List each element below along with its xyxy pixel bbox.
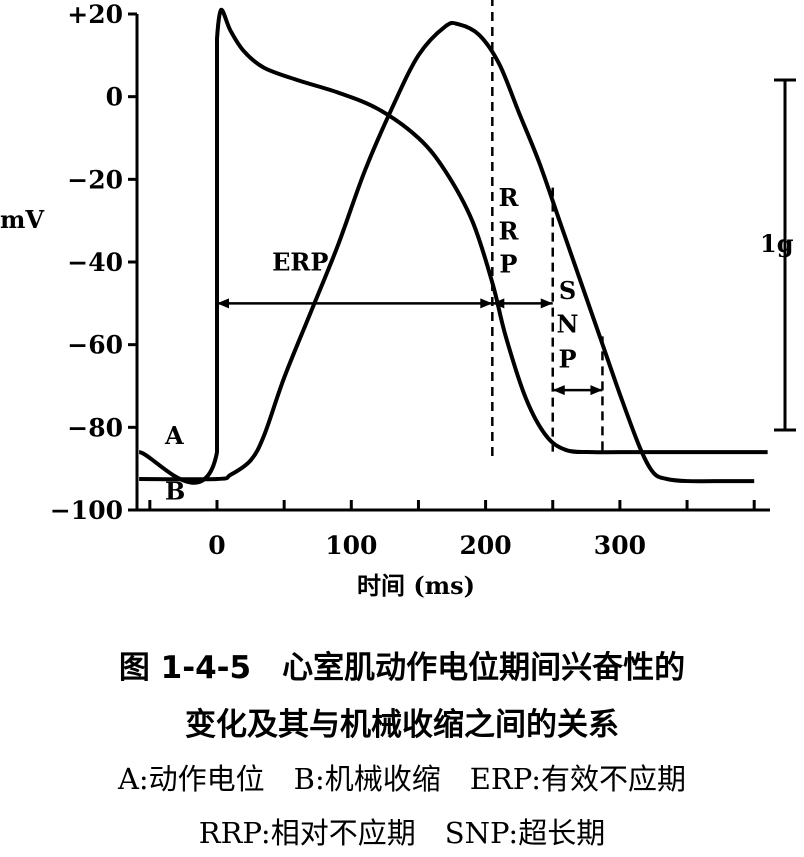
caption-title-line-2: 变化及其与机械收缩之间的关系 — [185, 707, 619, 743]
refractory-markers — [491, 0, 604, 457]
rrp-letter: R — [498, 216, 519, 245]
interval-arrow-head-right — [590, 385, 603, 396]
y-tick-label: −20 — [67, 165, 123, 194]
interval-arrow-erp — [217, 298, 493, 309]
x-tick-label: 300 — [594, 531, 646, 560]
interval-arrow-head-left — [217, 298, 229, 309]
y-tick-label: −100 — [50, 496, 123, 525]
y-ticks: +20 0 −20 −40 −60 −80 −100 — [50, 0, 137, 525]
x-ticks: 0 100 200 300 — [148, 499, 756, 560]
scale-bar-label: 1g — [760, 229, 794, 258]
y-tick-label: −40 — [67, 248, 123, 277]
snp-label: S N P — [557, 276, 579, 373]
y-tick-label: −80 — [67, 413, 123, 442]
rrp-letter: R — [498, 183, 519, 212]
interval-arrow-head-right — [540, 298, 553, 309]
interval-arrow-snp — [552, 385, 603, 396]
curve-a-label: A — [164, 421, 184, 450]
y-tick-label: +20 — [67, 0, 123, 29]
snp-letter: S — [559, 276, 576, 305]
interval-arrow-head-right — [480, 298, 493, 309]
chart: +20 0 −20 −40 −60 −80 −100 0 100 200 300 mV 时间 (m… — [0, 0, 796, 600]
series-group — [138, 7, 768, 485]
rrp-letter: P — [499, 249, 517, 278]
caption-title-line-1: 图 1-4-5 心室肌动作电位期间兴奋性的 — [118, 650, 686, 686]
interval-arrows — [217, 298, 603, 396]
caption-legend-line-1: A:动作电位 B:机械收缩 ERP:有效不应期 — [117, 762, 687, 796]
y-tick-label: −60 — [67, 331, 123, 360]
x-tick-label: 0 — [208, 531, 225, 560]
series-b-line — [139, 20, 755, 484]
erp-label: ERP — [272, 247, 328, 276]
series-a-line — [138, 7, 768, 485]
x-axis-title: 时间 (ms) — [357, 571, 475, 600]
scale-bar: 1g — [760, 78, 796, 432]
interval-arrow-head-left — [492, 298, 505, 309]
y-tick-label: 0 — [106, 83, 123, 112]
rrp-label: R R P — [498, 183, 519, 278]
snp-letter: N — [557, 309, 579, 338]
y-axis-title: mV — [0, 205, 44, 234]
x-tick-label: 200 — [460, 531, 512, 560]
curve-b-label: B — [165, 477, 185, 506]
snp-letter: P — [558, 344, 576, 373]
interval-arrow-rrp — [492, 298, 553, 309]
x-tick-label: 100 — [325, 531, 377, 560]
caption-legend-line-2: RRP:相对不应期 SNP:超长期 — [198, 816, 606, 850]
interval-arrow-head-left — [552, 385, 565, 396]
